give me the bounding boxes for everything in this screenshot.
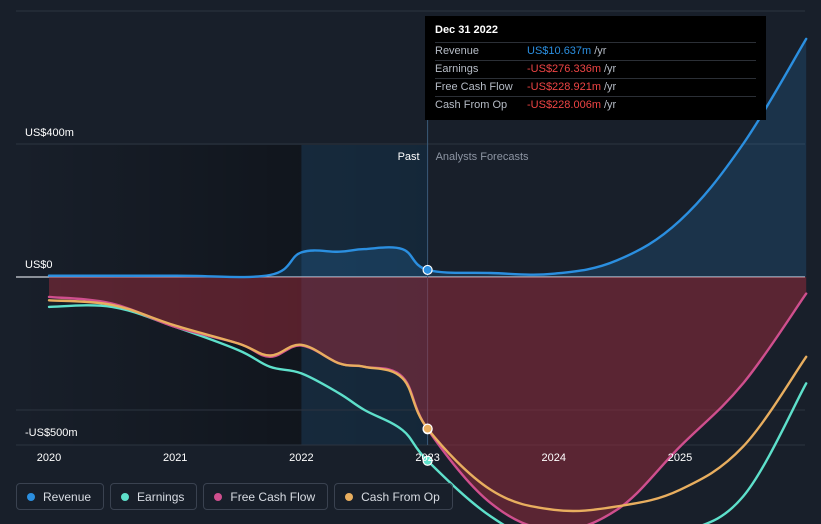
- earnings-line: [47, 304, 808, 524]
- tooltip-value: US$10.637m: [527, 45, 592, 57]
- tooltip: Dec 31 2022 Revenue US$10.637m /yr Earni…: [425, 16, 766, 120]
- tooltip-row-revenue: Revenue US$10.637m /yr: [435, 42, 756, 60]
- tooltip-label: Earnings: [435, 63, 479, 75]
- legend-item-earnings[interactable]: Earnings: [110, 483, 198, 510]
- legend: Revenue Earnings Free Cash Flow Cash Fro…: [16, 483, 453, 510]
- legend-item-revenue[interactable]: Revenue: [16, 483, 105, 510]
- tooltip-row-free-cash-flow: Free Cash Flow -US$228.921m /yr: [435, 78, 756, 96]
- x-tick-label: 2020: [37, 452, 61, 464]
- tooltip-row-cash-from-op: Cash From Op -US$228.006m /yr: [435, 96, 756, 114]
- tooltip-label: Free Cash Flow: [435, 81, 513, 93]
- tooltip-unit: /yr: [604, 99, 617, 111]
- legend-item-free-cash-flow[interactable]: Free Cash Flow: [203, 483, 329, 510]
- x-tick-label: 2021: [163, 452, 187, 464]
- y-axis-zero-label: US$0: [25, 259, 53, 271]
- tooltip-unit: /yr: [604, 81, 617, 93]
- revenue-marker: [422, 264, 433, 276]
- cash-from-op-marker: [422, 423, 433, 434]
- x-tick-label: 2025: [668, 452, 692, 464]
- tooltip-unit: /yr: [594, 45, 607, 57]
- tooltip-value: -US$228.006m: [527, 99, 601, 111]
- revenue-line: [47, 37, 808, 279]
- x-tick-label: 2024: [542, 452, 566, 464]
- x-tick-label: 2023: [415, 452, 439, 464]
- y-axis-bottom-label: -US$500m: [25, 427, 78, 439]
- past-label: Past: [398, 151, 420, 163]
- cash-from-op-dot-icon: [345, 492, 354, 501]
- tooltip-date: Dec 31 2022: [435, 24, 498, 36]
- tooltip-label: Revenue: [435, 45, 480, 57]
- tooltip-unit: /yr: [604, 63, 617, 75]
- revenue-dot-icon: [27, 492, 35, 501]
- tooltip-value: -US$228.921m: [527, 81, 601, 93]
- cash-from-op-line: [47, 299, 808, 513]
- x-tick-label: 2022: [289, 452, 313, 464]
- legend-label: Cash From Op: [361, 489, 440, 504]
- earnings-marker: [422, 455, 433, 466]
- tooltip-row-earnings: Earnings -US$276.336m /yr: [435, 60, 756, 78]
- tooltip-label: Cash From Op: [435, 99, 508, 111]
- legend-label: Revenue: [43, 489, 92, 504]
- y-axis-top-label: US$400m: [25, 127, 74, 139]
- legend-label: Free Cash Flow: [230, 489, 316, 504]
- legend-item-cash-from-op[interactable]: Cash From Op: [334, 483, 453, 510]
- legend-label: Earnings: [137, 489, 185, 504]
- forecast-label: Analysts Forecasts: [436, 151, 529, 163]
- free-cash-flow-dot-icon: [214, 492, 223, 501]
- tooltip-value: -US$276.336m: [527, 63, 601, 75]
- revenue-area: [49, 38, 807, 278]
- free-cash-flow-area: [49, 277, 807, 524]
- earnings-dot-icon: [121, 492, 130, 501]
